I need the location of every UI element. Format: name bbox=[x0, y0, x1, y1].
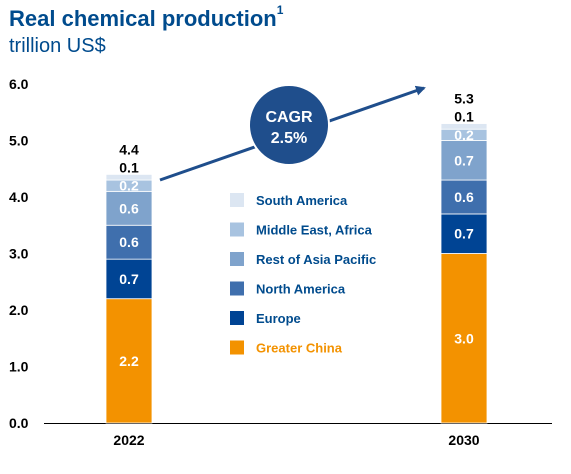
data-label-north-america: 0.6 bbox=[119, 234, 139, 250]
bar-segment-rest-of-asia-pacific bbox=[105, 190, 153, 226]
legend-swatch-rest-of-asia-pacific bbox=[230, 252, 244, 266]
x-axis-ticks: 2022 2030 bbox=[113, 432, 479, 448]
cagr-label: CAGR bbox=[265, 109, 313, 126]
data-label-rest-of-asia-pacific: 0.6 bbox=[119, 200, 139, 216]
data-label-north-america: 0.6 bbox=[454, 189, 474, 205]
legend: South America Middle East, Africa Rest of … bbox=[230, 193, 376, 356]
data-label-middle-east-africa: 0.2 bbox=[119, 178, 139, 194]
y-tick-label: 4.0 bbox=[9, 189, 29, 205]
total-label: 5.3 bbox=[454, 91, 474, 107]
data-label-rest-of-asia-pacific: 0.7 bbox=[454, 152, 474, 168]
y-tick-label: 1.0 bbox=[9, 359, 29, 375]
bar-segment-south-america bbox=[440, 123, 488, 130]
chart-subtitle: trillion US$ bbox=[9, 35, 106, 57]
total-label: 4.4 bbox=[119, 141, 139, 157]
data-label-europe: 0.7 bbox=[454, 226, 474, 242]
chart-title: Real chemical production1 bbox=[9, 3, 284, 32]
legend-swatch-north-america bbox=[230, 281, 244, 296]
data-label-greater-china: 3.0 bbox=[454, 330, 474, 346]
y-tick-label: 3.0 bbox=[9, 246, 29, 262]
y-tick-label: 5.0 bbox=[9, 133, 29, 149]
legend-swatch-south-america bbox=[230, 193, 244, 207]
y-axis-ticks: 0.0 1.0 2.0 3.0 4.0 5.0 6.0 bbox=[9, 76, 29, 431]
bar-segment-europe bbox=[440, 213, 488, 254]
bar-segment-europe bbox=[105, 258, 153, 300]
y-tick-label: 0.0 bbox=[9, 415, 29, 431]
cagr-value: 2.5% bbox=[271, 130, 307, 147]
bar-segment-greater-china bbox=[440, 253, 488, 424]
bar-segment-north-america bbox=[440, 179, 488, 215]
legend-label-middle-east-africa: Middle East, Africa bbox=[256, 223, 373, 238]
legend-swatch-greater-china bbox=[230, 340, 244, 355]
legend-label-greater-china: Greater China bbox=[256, 341, 343, 356]
legend-label-europe: Europe bbox=[256, 311, 301, 326]
data-label-middle-east-africa: 0.2 bbox=[454, 127, 474, 143]
legend-label-north-america: North America bbox=[256, 282, 346, 297]
chart-title-text: Real chemical production bbox=[9, 6, 277, 31]
legend-swatch-middle-east-africa bbox=[230, 222, 244, 237]
x-tick-label: 2030 bbox=[448, 432, 479, 448]
legend-label-south-america: South America bbox=[256, 193, 348, 208]
y-tick-label: 2.0 bbox=[9, 302, 29, 318]
bar-segment-greater-china bbox=[105, 298, 153, 424]
data-label-europe: 0.7 bbox=[119, 271, 139, 287]
data-label-south-america: 0.1 bbox=[119, 159, 139, 175]
x-tick-label: 2022 bbox=[113, 432, 144, 448]
bars: 2.2 0.7 0.6 0.6 0.2 0.1 4.4 3.0 0.7 0.6 0.7 0.2 0.1 5… bbox=[105, 91, 488, 424]
legend-label-rest-of-asia-pacific: Rest of Asia Pacific bbox=[256, 252, 376, 267]
y-tick-label: 6.0 bbox=[9, 76, 29, 92]
data-label-south-america: 0.1 bbox=[454, 109, 474, 125]
legend-swatch-europe bbox=[230, 311, 244, 325]
bar-segment-south-america bbox=[105, 173, 153, 181]
data-label-greater-china: 2.2 bbox=[119, 353, 139, 369]
title-footnote-marker: 1 bbox=[276, 3, 284, 17]
cagr-circle bbox=[248, 84, 330, 166]
